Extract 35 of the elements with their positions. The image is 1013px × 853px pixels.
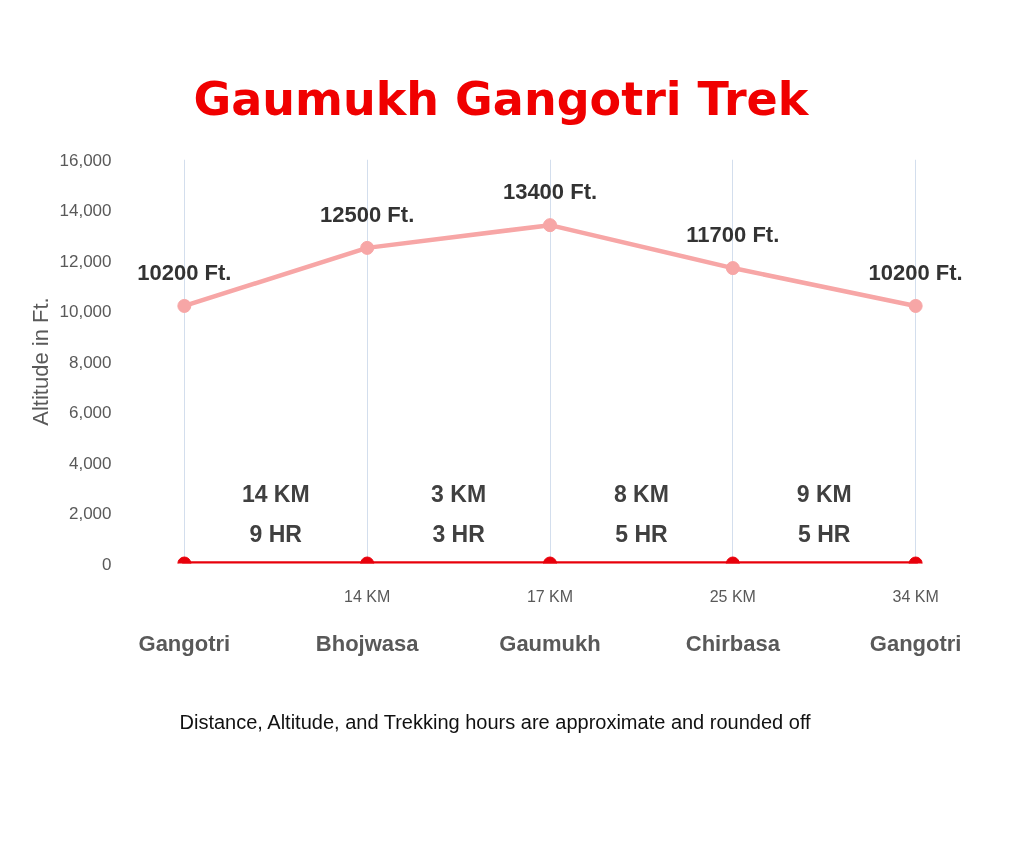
point xyxy=(543,218,557,233)
text: 34 KM xyxy=(892,587,939,605)
y-tick-label: 10,000 xyxy=(59,302,112,321)
y-tick-label: 6,000 xyxy=(68,403,112,422)
x-tick-label: Gaumukh xyxy=(499,630,601,656)
y-tick-label: 0 xyxy=(102,554,112,574)
text: Distance, Altitude, and Trekking hours are approximate and rounded off xyxy=(179,710,812,733)
text: 14 KM xyxy=(344,587,391,605)
annotation: 8 KM 5 HR xyxy=(613,481,669,548)
x-tick-label: Gangotri xyxy=(869,630,962,656)
point xyxy=(177,298,192,313)
text: 25 KM xyxy=(709,587,756,605)
x-tick-label: Gangotri xyxy=(138,630,231,656)
y-tick-label: 2,000 xyxy=(68,504,112,523)
data-label: 11700 Ft. xyxy=(686,222,780,248)
data-label: 13400 Ft. xyxy=(502,179,598,205)
y-tick-label: 4,000 xyxy=(68,453,112,473)
point xyxy=(725,261,740,276)
chart-title: Gaumukh Gangotri Trek xyxy=(193,71,810,126)
annotation: 3 KM 3 HR xyxy=(431,481,487,548)
y-axis-title: Altitude in Ft. xyxy=(27,297,53,426)
annotation: 9 KM 5 HR xyxy=(796,481,852,548)
data-label: 10200 Ft. xyxy=(868,259,963,285)
text: 17 KM xyxy=(526,587,574,605)
data-label: 10200 Ft. xyxy=(137,259,232,285)
point xyxy=(360,240,375,255)
y-tick-label: 8,000 xyxy=(68,352,112,372)
data-label: 12500 Ft. xyxy=(320,201,415,227)
y-tick-label: 14,000 xyxy=(59,201,112,220)
point xyxy=(908,298,923,313)
annotation: 14 KM 9 HR xyxy=(241,481,310,548)
x-tick-label: Chirbasa xyxy=(685,630,781,656)
x-tick-label: Bhojwasa xyxy=(315,630,420,656)
y-tick-label: 12,000 xyxy=(59,251,112,271)
y-tick-label: 16,000 xyxy=(59,150,112,170)
